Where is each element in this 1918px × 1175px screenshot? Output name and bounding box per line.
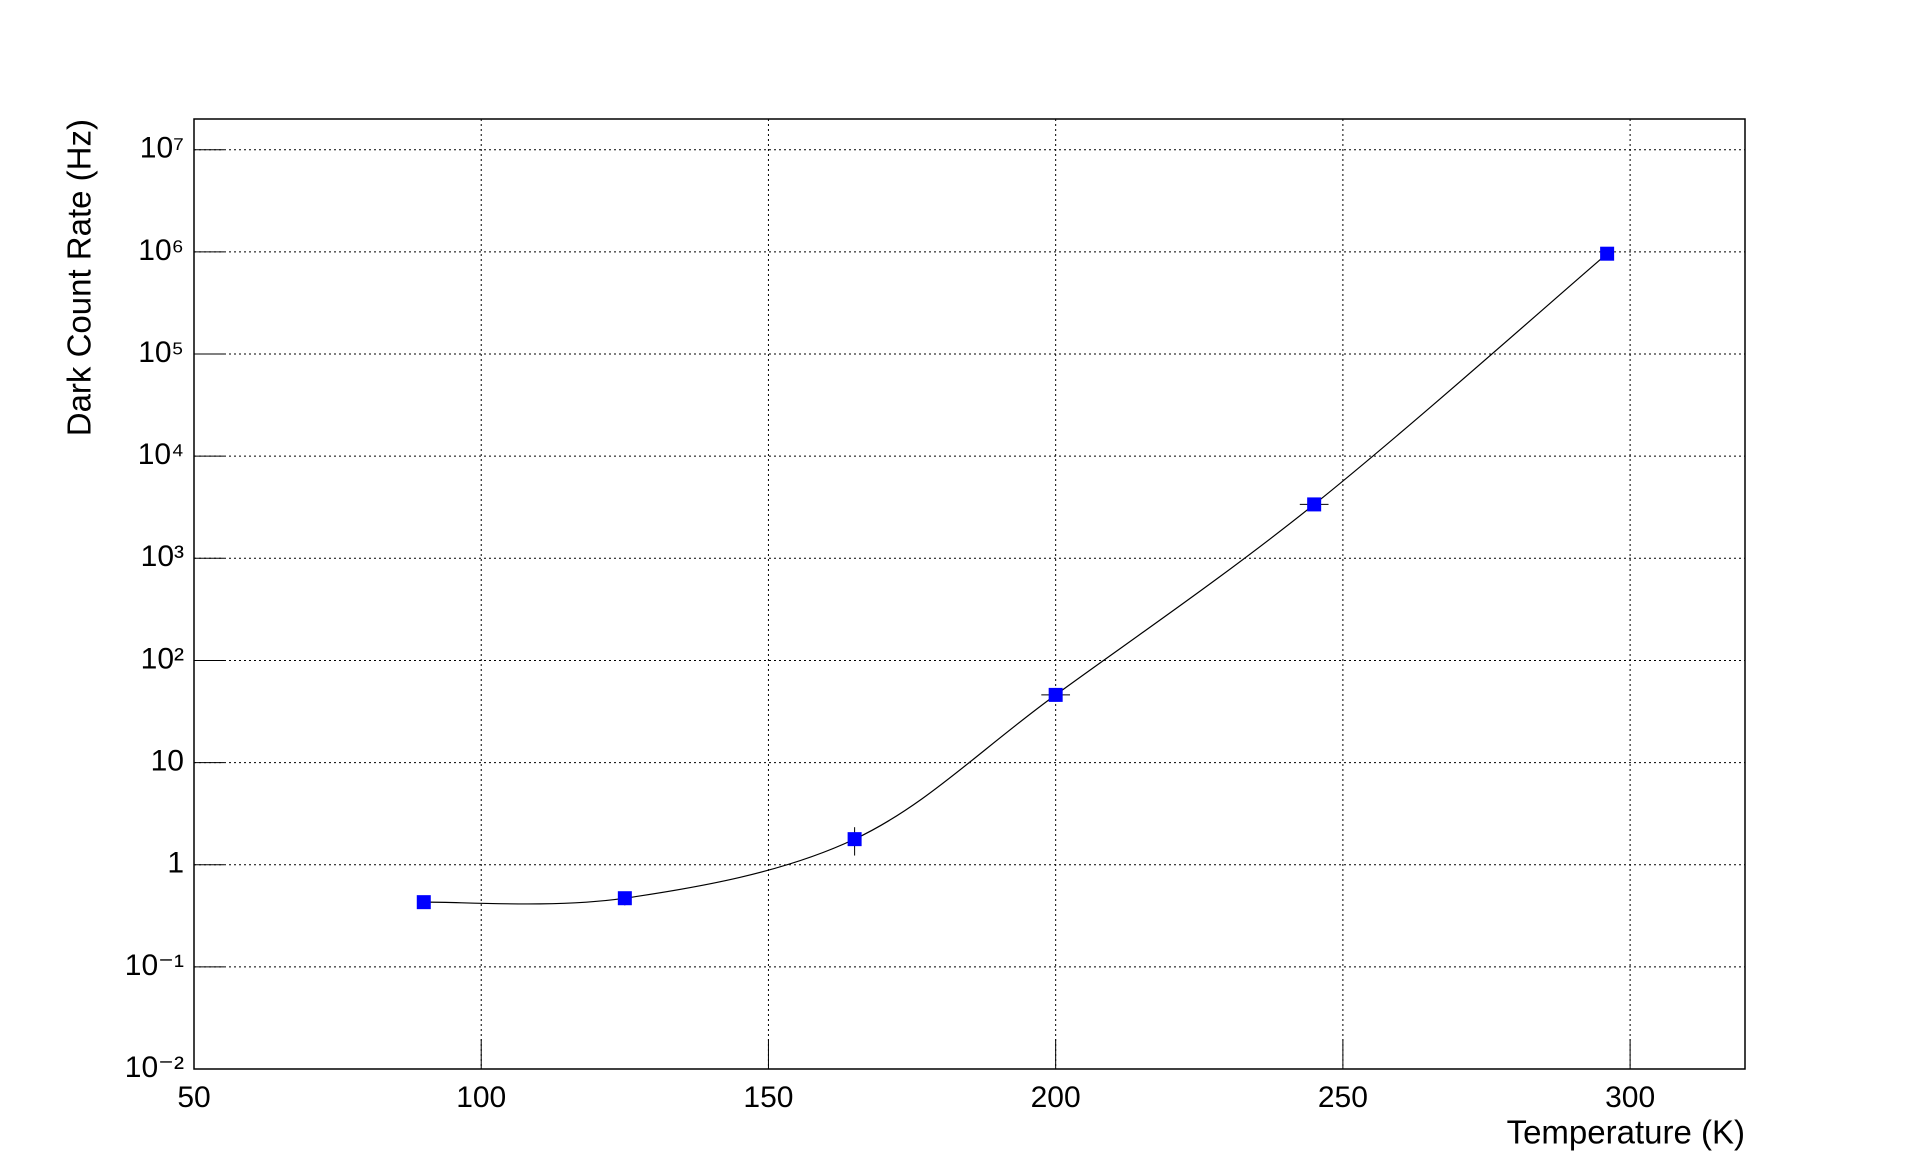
y-tick-label: 10² <box>141 642 184 675</box>
y-tick-label: 1 <box>167 847 184 880</box>
fit-line <box>423 253 1608 905</box>
x-tick-label: 300 <box>1605 1081 1655 1114</box>
x-tick-label: 150 <box>743 1081 793 1114</box>
y-tick-label: 10⁷ <box>140 132 184 165</box>
marker <box>1600 246 1615 261</box>
y-tick-label: 10⁻² <box>125 1051 184 1084</box>
y-tick-label: 10⁴ <box>138 438 184 471</box>
y-tick-label: 10⁻¹ <box>125 949 184 982</box>
x-tick-label: 250 <box>1318 1081 1368 1114</box>
x-axis-title: Temperature (K) <box>1507 1114 1745 1151</box>
marker <box>1048 687 1063 702</box>
y-tick-label: 10³ <box>141 540 184 573</box>
x-tick-label: 50 <box>177 1081 210 1114</box>
marker <box>847 832 862 847</box>
y-tick-label: 10⁵ <box>138 336 184 369</box>
marker <box>416 895 431 910</box>
marker <box>1307 497 1322 512</box>
y-tick-label: 10⁶ <box>138 234 184 267</box>
y-tick-label: 10 <box>151 745 184 778</box>
plot-frame <box>193 118 1746 1070</box>
x-tick-label: 100 <box>456 1081 506 1114</box>
y-axis-title: Dark Count Rate (Hz) <box>61 119 98 436</box>
x-tick-label: 200 <box>1031 1081 1081 1114</box>
marker <box>617 891 632 906</box>
